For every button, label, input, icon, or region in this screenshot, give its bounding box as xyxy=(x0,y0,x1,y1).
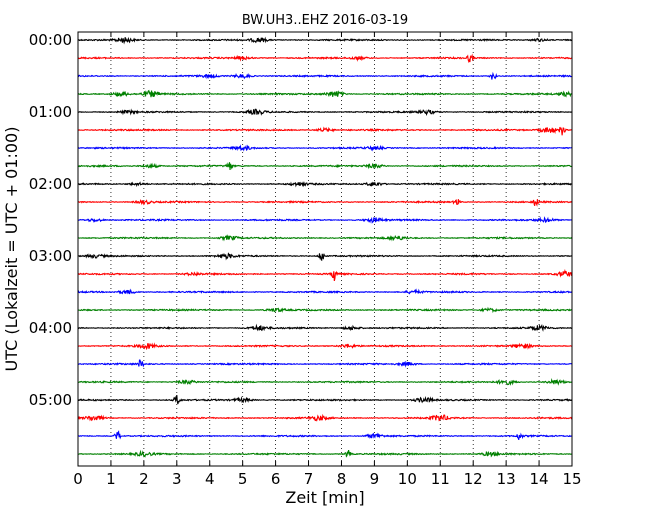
trace-line xyxy=(77,252,573,262)
trace-line xyxy=(77,108,573,117)
y-tick-label: 01:00 xyxy=(29,103,72,121)
trace-line xyxy=(77,216,573,224)
trace-line xyxy=(77,323,573,332)
trace-line xyxy=(77,359,573,368)
x-tick-label: 2 xyxy=(139,470,149,488)
x-tick-label: 15 xyxy=(562,470,581,488)
x-tick-label: 9 xyxy=(370,470,380,488)
trace-line xyxy=(77,394,573,405)
x-axis-label: Zeit [min] xyxy=(285,488,364,507)
trace-line xyxy=(77,268,573,282)
x-tick-label: 5 xyxy=(238,470,248,488)
trace-line xyxy=(77,162,573,170)
x-tick-label: 1 xyxy=(106,470,116,488)
y-axis: 00:00 01:00 02:00 03:00 04:00 05:00 xyxy=(29,31,572,409)
x-tick-label: 12 xyxy=(464,470,483,488)
trace-line xyxy=(77,53,573,64)
trace-line xyxy=(77,144,573,152)
trace-line xyxy=(77,181,573,188)
y-tick-label: 02:00 xyxy=(29,175,72,193)
y-axis-label: UTC (Lokalzeit = UTC + 01:00) xyxy=(2,127,21,372)
x-tick-label: 3 xyxy=(172,470,182,488)
y-tick-label: 03:00 xyxy=(29,247,72,265)
trace-line xyxy=(77,89,573,98)
seismic-traces xyxy=(77,36,573,458)
trace-line xyxy=(77,306,573,314)
x-tick-label: 8 xyxy=(337,470,347,488)
x-tick-label: 6 xyxy=(271,470,281,488)
trace-line xyxy=(77,377,573,386)
trace-line xyxy=(77,234,573,242)
trace-line xyxy=(77,126,573,136)
chart-title: BW.UH3..EHZ 2016-03-19 xyxy=(242,13,408,28)
x-tick-label: 0 xyxy=(73,470,83,488)
grid-lines xyxy=(110,32,540,466)
trace-line xyxy=(77,71,573,80)
trace-line xyxy=(77,342,573,351)
x-tick-label: 14 xyxy=(530,470,549,488)
x-tick-label: 10 xyxy=(398,470,417,488)
plot-area-frame xyxy=(77,31,573,467)
trace-line xyxy=(77,288,573,295)
trace-line xyxy=(77,199,573,207)
trace-line xyxy=(77,430,573,440)
x-tick-label: 13 xyxy=(497,470,516,488)
trace-line xyxy=(77,36,573,45)
trace-line xyxy=(77,449,573,458)
y-tick-label: 04:00 xyxy=(29,319,72,337)
y-tick-label: 05:00 xyxy=(29,391,72,409)
x-axis: 0 1 2 3 4 5 6 7 8 9 10 11 12 13 14 15 xyxy=(73,32,582,488)
y-tick-label: 00:00 xyxy=(29,31,72,49)
x-tick-label: 11 xyxy=(431,470,450,488)
x-tick-label: 7 xyxy=(304,470,314,488)
trace-line xyxy=(77,413,573,422)
x-tick-label: 4 xyxy=(205,470,215,488)
